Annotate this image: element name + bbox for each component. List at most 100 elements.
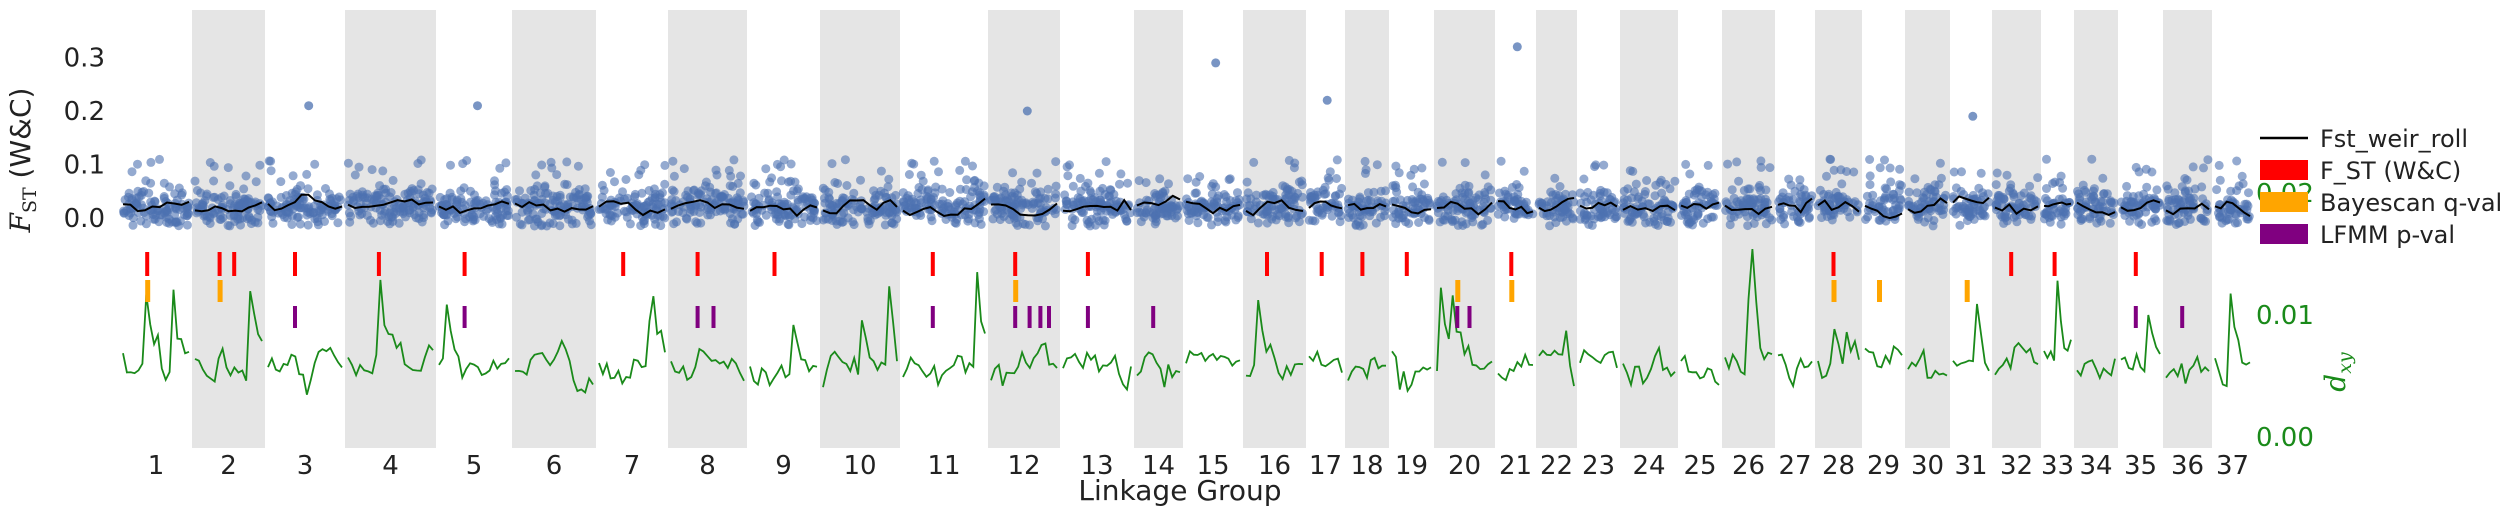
fst-point [1660,196,1670,206]
fst-point [1094,168,1104,178]
fst-point [124,211,134,220]
bayescan-marker-lg-12 [1013,280,1019,302]
fst-point [1017,195,1027,205]
tick-label-lg-19: 19 [1395,451,1428,481]
fst-point [840,155,850,165]
fst-point [367,165,377,175]
fst-point [601,208,611,218]
fst-point [2152,185,2162,195]
rolling-line-lg-9 [749,204,818,218]
fst-point [833,179,843,188]
fst-point [1133,203,1142,213]
fst-point [945,188,955,197]
fst-point [170,210,180,220]
tick-label-lg-20: 20 [1448,451,1481,481]
fst-point [1388,196,1398,206]
fst-point [2004,186,2014,196]
fst-point [1437,157,1447,167]
fst-point [502,185,512,195]
dxy-line-lg-23 [1579,348,1618,369]
rolling-line-lg-33 [2043,201,2072,208]
fst-point [1656,175,1666,185]
dxy-line-lg-11 [902,272,986,388]
fst-point [1258,209,1268,219]
y-tick-right-0.01: 0.01 [2256,301,2314,331]
lfmm-marker-lg-12 [1013,306,1018,328]
fst-point [1829,210,1839,220]
shade-lg-4 [345,10,436,448]
fst-point [303,184,313,194]
fst-point [904,170,914,179]
fst-point [1087,214,1097,224]
fst-point [691,217,701,227]
fst-point [2002,216,2012,226]
dxy-line-lg-26 [1724,249,1773,376]
tick-label-lg-36: 36 [2171,451,2204,481]
rolling-line-lg-36 [2165,202,2210,216]
fst-point [2202,207,2212,217]
rolling-line-lg-23 [1579,201,1618,210]
fst-point [765,177,775,187]
fst-point [1625,166,1635,176]
fst-point [526,186,536,196]
dxy-line-lg-4 [347,279,434,378]
fst-point [2016,191,2026,201]
fst-point [941,215,951,224]
fst-point [1501,189,1511,199]
fst-point [1761,185,1771,195]
fst-point [1743,199,1753,209]
fst-point [208,192,218,202]
fst-point [1242,194,1252,204]
fst-point [183,208,193,218]
dxy-line-lg-30 [1907,347,1948,379]
fst-point [182,220,192,230]
fst-point [491,186,500,196]
dxy-line-lg-31 [1952,303,1990,372]
fst-point [1225,174,1235,184]
fst-point [1784,174,1794,184]
fst-point [703,210,713,220]
fst-point [1975,211,1985,221]
fst-point [2089,192,2099,202]
fst-point [1480,170,1490,180]
fst-point [2151,216,2161,226]
fst-point [1067,213,1077,223]
fst-point [1297,180,1307,190]
fst-point [1337,183,1347,193]
dxy-line-lg-12 [990,342,1058,386]
fst-point [265,199,275,208]
fst-point [1297,192,1307,202]
fst-point [1060,190,1070,200]
fst-point [310,159,320,169]
tick-label-lg-34: 34 [2079,451,2112,481]
fst-point [1035,199,1045,209]
fst-point [177,190,187,200]
lfmm-marker-lg-8 [711,306,716,328]
fst-point [244,211,254,221]
fst-point [2106,196,2116,206]
fst-point [1242,177,1252,187]
fst-point [1324,175,1334,185]
fst-point [777,176,786,186]
fst-point [955,196,965,206]
fst-point [1853,200,1863,210]
fst-point [1725,220,1735,230]
bayescan-marker-lg-28 [1831,280,1837,302]
fst-point [215,214,225,224]
fst-outlier-marker-lg-18 [1360,252,1365,276]
tick-label-lg-11: 11 [927,451,960,481]
bayescan-marker-lg-29 [1877,280,1882,302]
fst-point [175,216,185,226]
fst-point [1460,158,1470,168]
dxy-line-lg-16 [1245,299,1304,382]
tick-label-lg-31: 31 [1954,451,1987,481]
fst-point [1414,218,1424,227]
fst-point [1754,182,1764,192]
fst-peak-point-lg-31 [1968,111,1978,121]
fst-point [128,220,138,230]
fst-point [1207,220,1216,230]
fst-outlier-marker-lg-2 [232,252,237,276]
fst-point [303,220,313,230]
fst-point [923,186,933,196]
fst-point [293,212,303,222]
